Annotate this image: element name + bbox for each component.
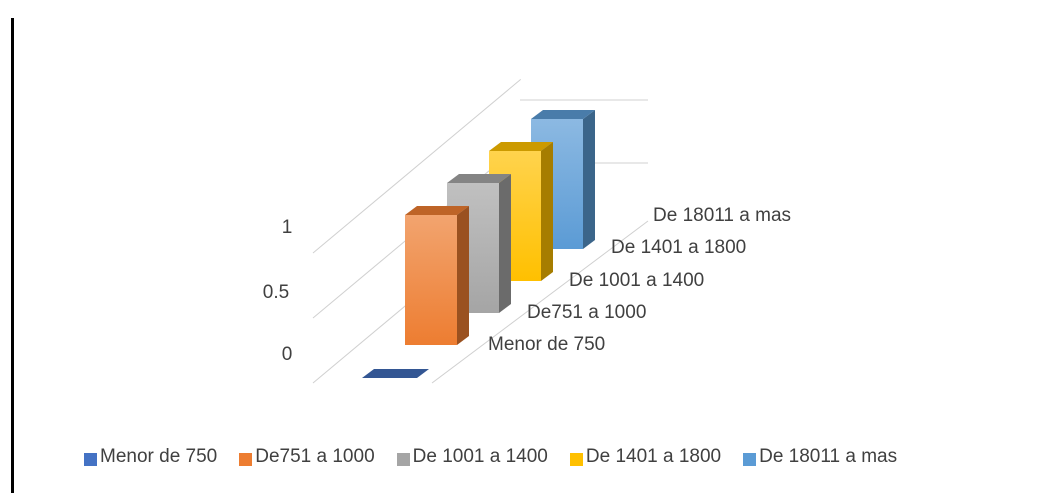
legend-swatch: [239, 453, 253, 466]
legend-item: De 1401 a 1800: [569, 446, 722, 468]
bar-0: [362, 369, 429, 378]
legend-swatch: [743, 453, 757, 466]
legend-swatch: [569, 453, 583, 466]
y-tick-label: 1: [282, 217, 293, 238]
legend: Menor de 750 De751 a 1000 De 1001 a 1400 De…: [84, 446, 919, 468]
gridline-diagonal: [312, 79, 522, 254]
legend-item: De 1001 a 1400: [396, 446, 548, 468]
legend-label: De 18011 a mas: [759, 446, 898, 467]
legend-item: Menor de 750: [84, 446, 217, 468]
category-label: De751 a 1000: [527, 302, 646, 323]
bars: [362, 110, 595, 378]
bar-1: [405, 206, 469, 345]
y-tick-label: 0.5: [263, 282, 289, 303]
gridline-floor-edge: [431, 220, 649, 384]
legend-label: De 1001 a 1400: [412, 446, 548, 467]
category-labels: Menor de 750 De751 a 1000 De 1001 a 1400 De…: [488, 205, 791, 355]
legend-swatch: [84, 453, 97, 466]
legend-swatch: [396, 453, 410, 466]
y-axis-ticks: 00.51: [263, 217, 293, 365]
left-border-rule: [11, 18, 14, 493]
y-tick-label: 0: [282, 344, 293, 365]
category-label: De 18011 a mas: [653, 205, 791, 226]
legend-item: De 18011 a mas: [743, 446, 897, 468]
category-label: De 1401 a 1800: [611, 237, 746, 258]
category-label: De 1001 a 1400: [569, 270, 704, 291]
category-label: Menor de 750: [488, 334, 605, 355]
legend-item: De751 a 1000: [239, 446, 375, 468]
legend-label: De 1401 a 1800: [585, 446, 722, 467]
legend-label: De751 a 1000: [255, 446, 375, 467]
legend-label: Menor de 750: [100, 446, 218, 467]
